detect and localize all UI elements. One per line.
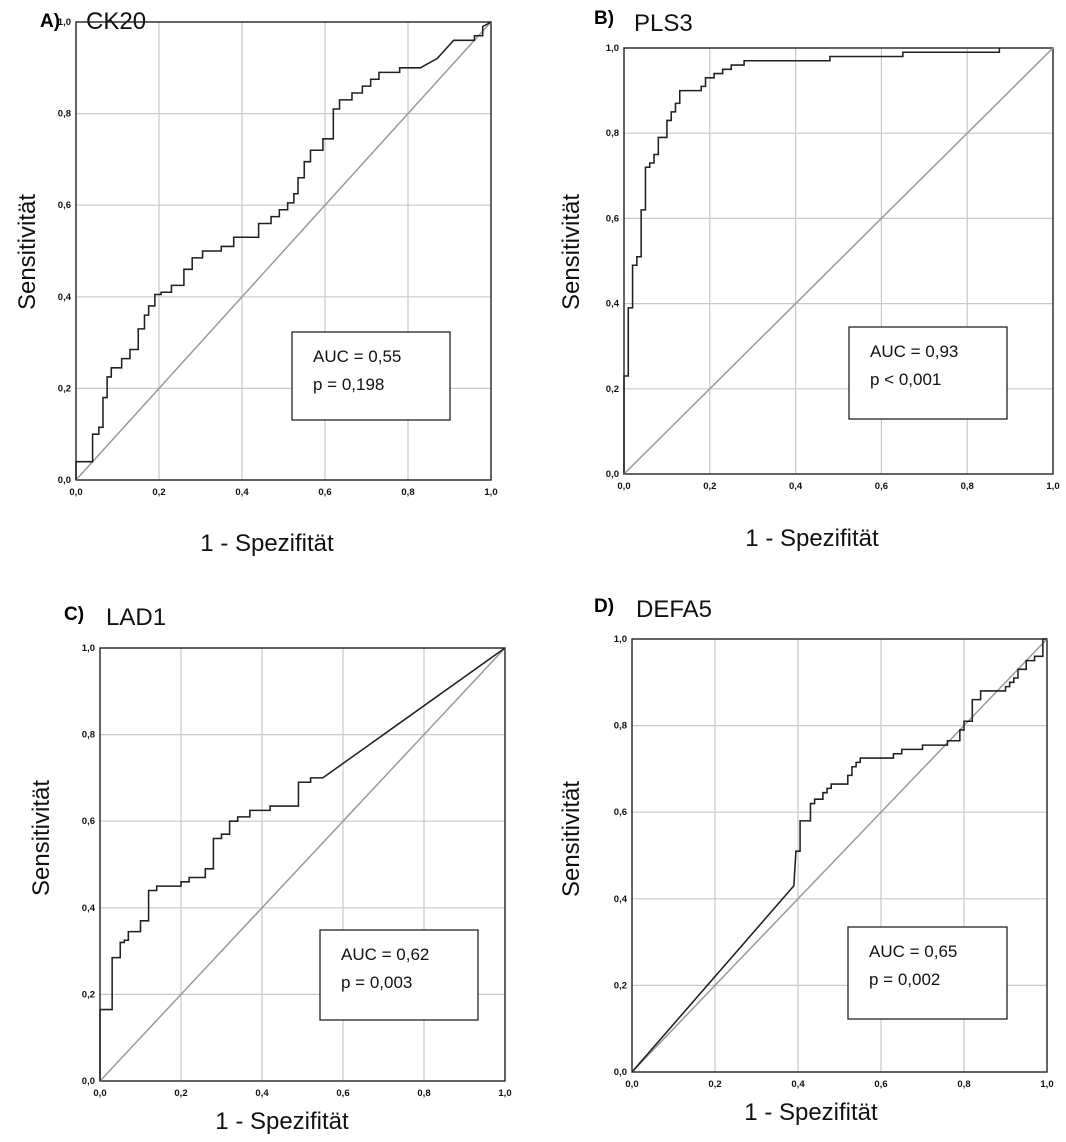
y-tick-label: 0,0: [58, 475, 71, 486]
x-tick-label: 0,2: [174, 1088, 187, 1099]
x-tick-label: 0,2: [152, 487, 165, 498]
roc-curve-1: [631, 638, 1047, 1073]
chart-title: LAD1: [106, 604, 166, 631]
x-tick-label: 0,6: [336, 1088, 349, 1099]
x-tick-label: 0,0: [625, 1079, 638, 1090]
x-axis-label: 1 - Spezifität: [200, 530, 334, 557]
auc-annotation-box: [847, 926, 1008, 1020]
x-axis-label: 1 - Spezifität: [745, 525, 879, 552]
x-tick-label: 0,0: [69, 487, 82, 498]
p-value: p = 0,003: [341, 973, 412, 992]
x-tick-label: 0,4: [789, 481, 803, 492]
panel-label: A): [40, 11, 60, 32]
roc-panel-4: D) DEFA5 0,0 0,2 0,4 0,6 0,8 1,0 0,0 0,2 0,4 0,6 0,8…: [558, 596, 1054, 1126]
x-axis-label: 1 - Spezifität: [215, 1108, 349, 1135]
y-tick-label: 0,6: [58, 200, 71, 211]
x-tick-label: 0,0: [617, 481, 630, 492]
x-tick-label: 0,2: [703, 481, 716, 492]
x-tick-label: 0,2: [708, 1079, 721, 1090]
plot-frame: [631, 638, 1048, 1073]
chart-title: PLS3: [634, 10, 693, 37]
chart-title: DEFA5: [636, 596, 712, 623]
p-value: p = 0,198: [313, 375, 384, 394]
x-tick-label: 0,8: [957, 1079, 970, 1090]
y-tick-label: 0,2: [82, 989, 95, 1000]
roc-panel-2: B) PLS3 0,0 0,2 0,4 0,6 0,8 1,0 0,0 0,2 0,4 0,6 0,8 1…: [558, 8, 1060, 552]
y-axis-label: Sensitivität: [28, 780, 55, 896]
roc-curve-1: [623, 48, 1001, 474]
x-tick-label: 0,8: [417, 1088, 430, 1099]
y-axis-label: Sensitivität: [14, 194, 41, 310]
plot-frame: [99, 647, 506, 1082]
y-tick-label: 0,4: [606, 299, 620, 310]
plot-frame: [75, 21, 492, 481]
x-tick-label: 0,4: [235, 487, 249, 498]
auc-value: AUC = 0,62: [341, 945, 429, 964]
roc-panel-3: C) LAD1 0,0 0,2 0,4 0,6 0,8 1,0 0,0 0,2 0,4 0,6 0,8 1…: [28, 604, 512, 1135]
auc-value: AUC = 0,55: [313, 347, 401, 366]
plot-frame: [623, 47, 1054, 475]
y-tick-label: 0,8: [606, 128, 619, 139]
x-tick-label: 0,4: [255, 1088, 269, 1099]
y-tick-label: 0,2: [606, 384, 619, 395]
x-tick-label: 0,6: [874, 1079, 887, 1090]
x-tick-label: 0,6: [875, 481, 888, 492]
y-tick-label: 0,6: [606, 213, 619, 224]
y-tick-label: 0,2: [614, 980, 627, 991]
x-axis-label: 1 - Spezifität: [744, 1099, 878, 1126]
y-tick-label: 1,0: [614, 634, 627, 645]
y-tick-label: 0,4: [58, 292, 72, 303]
y-tick-label: 0,4: [82, 903, 96, 914]
p-value: p < 0,001: [870, 370, 941, 389]
y-tick-label: 0,2: [58, 383, 71, 394]
roc-curve-1: [75, 21, 492, 480]
y-tick-label: 1,0: [606, 43, 619, 54]
reference-diagonal: [99, 647, 506, 1082]
y-tick-label: 0,8: [82, 730, 95, 741]
auc-annotation-box: [291, 331, 451, 421]
reference-diagonal: [623, 47, 1054, 475]
y-tick-label: 1,0: [58, 17, 71, 28]
auc-annotation-box: [848, 326, 1008, 420]
y-tick-label: 0,4: [614, 894, 628, 905]
roc-curve-1: [99, 647, 506, 1081]
y-tick-label: 0,6: [614, 807, 627, 818]
y-axis-label: Sensitivität: [558, 781, 585, 897]
y-tick-label: 0,0: [606, 469, 619, 480]
y-tick-label: 0,8: [614, 721, 627, 732]
auc-value: AUC = 0,65: [869, 942, 957, 961]
p-value: p = 0,002: [869, 970, 940, 989]
reference-diagonal: [75, 21, 492, 481]
x-tick-label: 1,0: [484, 487, 497, 498]
x-tick-label: 0,8: [401, 487, 414, 498]
x-tick-label: 0,8: [961, 481, 974, 492]
y-tick-label: 0,0: [82, 1076, 95, 1087]
y-tick-label: 0,0: [614, 1067, 627, 1078]
panel-label: C): [64, 604, 84, 625]
x-tick-label: 0,0: [93, 1088, 106, 1099]
y-tick-label: 0,6: [82, 816, 95, 827]
x-tick-label: 0,6: [318, 487, 331, 498]
y-tick-label: 0,8: [58, 109, 71, 120]
y-axis-label: Sensitivität: [558, 194, 585, 310]
x-tick-label: 0,4: [791, 1079, 805, 1090]
panel-label: D): [594, 596, 614, 617]
auc-annotation-box: [319, 929, 479, 1021]
y-tick-label: 1,0: [82, 643, 95, 654]
reference-diagonal: [631, 638, 1048, 1073]
x-tick-label: 1,0: [1046, 481, 1059, 492]
x-tick-label: 1,0: [1040, 1079, 1053, 1090]
auc-value: AUC = 0,93: [870, 342, 958, 361]
panel-label: B): [594, 8, 614, 29]
x-tick-label: 1,0: [498, 1088, 511, 1099]
